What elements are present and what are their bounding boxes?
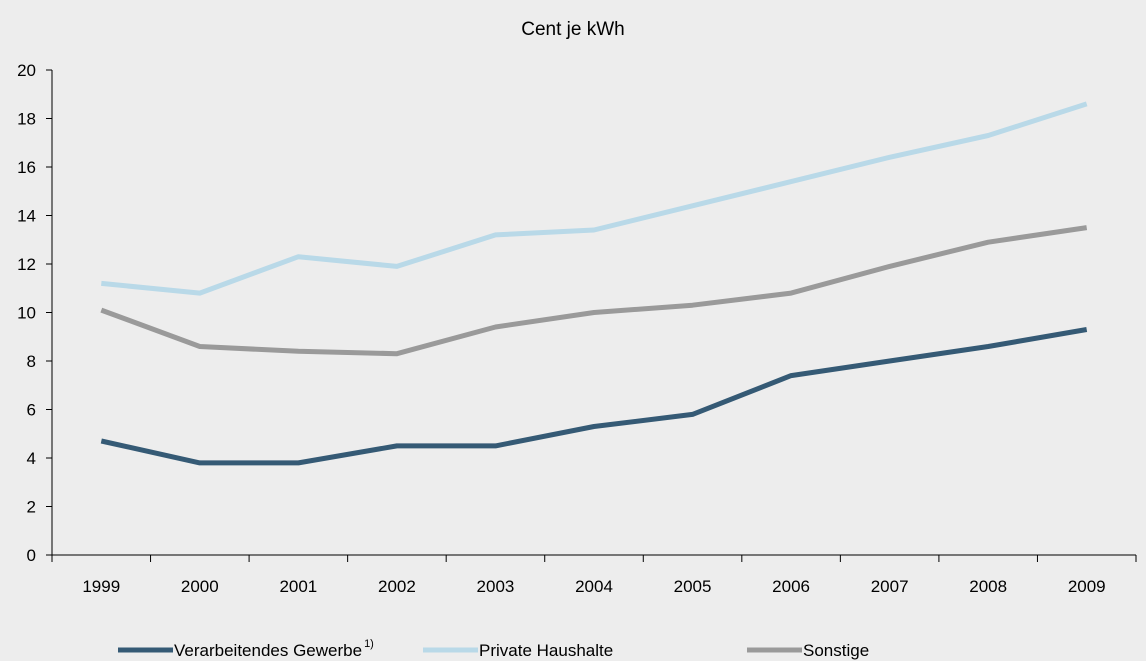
x-tick-label: 2006 — [772, 577, 810, 596]
x-tick-label: 2008 — [969, 577, 1007, 596]
legend-label-text: Verarbeitendes Gewerbe — [174, 641, 362, 660]
legend-label-text: Private Haushalte — [479, 641, 613, 660]
y-tick-label: 20 — [17, 61, 36, 80]
y-tick-label: 8 — [27, 352, 36, 371]
x-tick-label: 2000 — [181, 577, 219, 596]
legend-label: Private Haushalte — [479, 641, 613, 660]
y-tick-label: 18 — [17, 110, 36, 129]
series-line-2 — [100, 225, 1088, 357]
x-tick-label: 2007 — [871, 577, 909, 596]
y-tick-label: 14 — [17, 207, 36, 226]
x-tick-label: 1999 — [82, 577, 120, 596]
y-tick-label: 4 — [27, 449, 36, 468]
x-tick-label: 2005 — [674, 577, 712, 596]
y-tick-label: 2 — [27, 498, 36, 517]
y-tick-label: 12 — [17, 255, 36, 274]
legend-label: Sonstige — [803, 641, 869, 660]
x-axis: 1999 2000 2001 2002 2003 2004 2005 2006 2007 2008… — [51, 554, 1137, 596]
x-tick-label: 2009 — [1068, 577, 1106, 596]
legend-footnote: 1) — [364, 638, 374, 650]
y-tick-label: 6 — [27, 401, 36, 420]
x-tick-label: 2002 — [378, 577, 416, 596]
legend-item-1: Private Haushalte — [423, 641, 613, 660]
legend-item-0: Verarbeitendes Gewerbe 1) — [118, 638, 374, 660]
y-tick-label: 0 — [27, 546, 36, 565]
legend: Verarbeitendes Gewerbe 1) Private Haushalt… — [118, 638, 869, 660]
series-line-0 — [100, 327, 1088, 466]
x-tick-label: 2004 — [575, 577, 613, 596]
legend-label: Verarbeitendes Gewerbe 1) — [174, 638, 374, 660]
legend-label-text: Sonstige — [803, 641, 869, 660]
y-axis: 0 2 4 6 8 10 12 14 16 18 20 — [17, 61, 53, 565]
series-lines — [100, 101, 1088, 466]
y-tick-label: 10 — [17, 304, 36, 323]
x-tick-label: 2003 — [477, 577, 515, 596]
chart-title: Cent je kWh — [521, 19, 624, 40]
x-tick-label: 2001 — [279, 577, 317, 596]
legend-item-2: Sonstige — [747, 641, 869, 660]
y-tick-label: 16 — [17, 158, 36, 177]
series-line-1 — [101, 101, 1088, 296]
